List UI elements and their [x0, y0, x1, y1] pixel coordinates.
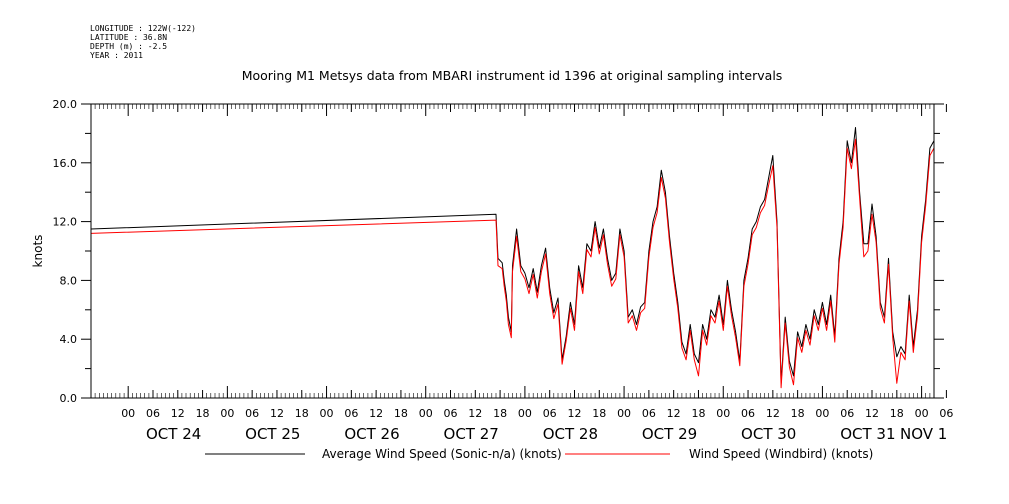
x-hour-label: 18: [592, 407, 606, 420]
x-hour-label: 06: [939, 407, 953, 420]
x-hour-label: 12: [667, 407, 681, 420]
x-hour-label: 12: [468, 407, 482, 420]
year-label: YEAR : 2011: [90, 51, 143, 60]
latitude-label: LATITUDE : 36.8N: [90, 33, 167, 42]
series-average-wind-speed: [90, 127, 935, 384]
longitude-label: LONGITUDE : 122W(-122): [90, 24, 196, 33]
x-hour-label: 18: [394, 407, 408, 420]
x-hour-label: 00: [716, 407, 730, 420]
x-day-label: OCT 25: [245, 425, 300, 443]
x-hour-label: 00: [815, 407, 829, 420]
x-hour-label: 12: [171, 407, 185, 420]
x-hour-label: 00: [915, 407, 929, 420]
x-day-label: OCT 28: [543, 425, 598, 443]
x-hour-label: 06: [146, 407, 160, 420]
x-hour-label: 12: [567, 407, 581, 420]
y-tick-label: 16.0: [53, 157, 78, 170]
x-hour-label: 18: [295, 407, 309, 420]
series-windbird-wind-speed: [90, 138, 935, 389]
legend-label-windbird: Wind Speed (Windbird) (knots): [689, 447, 873, 461]
x-axis: 00 06 12 18 00 06 12 18 00 06 12 18 00 06 12 18 00 06 12 18…: [121, 104, 953, 443]
x-hour-label: 00: [419, 407, 433, 420]
y-tick-label: 4.0: [60, 333, 78, 346]
x-day-label: OCT 30: [741, 425, 796, 443]
y-tick-label: 0.0: [60, 392, 78, 405]
x-hour-label: 00: [518, 407, 532, 420]
x-hour-label: 06: [840, 407, 854, 420]
chart-title: Mooring M1 Metsys data from MBARI instru…: [242, 68, 783, 83]
series-lines: [90, 127, 935, 389]
hour-minor-ticks: [90, 104, 935, 398]
y-tick-label: 20.0: [53, 98, 78, 111]
minor-ticks: [90, 104, 935, 398]
x-hour-label: 18: [890, 407, 904, 420]
x-hour-label: 06: [543, 407, 557, 420]
depth-label: DEPTH (m) : -2.5: [90, 42, 167, 51]
x-hour-label: 06: [444, 407, 458, 420]
x-hour-label: 12: [369, 407, 383, 420]
x-hour-label: 18: [493, 407, 507, 420]
y-tick-label: 12.0: [53, 216, 78, 229]
x-hour-label: 00: [617, 407, 631, 420]
x-hour-label: 00: [220, 407, 234, 420]
y-axis: 0.0 4.0 8.0 12.0 16.0 20.0: [53, 98, 944, 405]
x-hour-label: 12: [766, 407, 780, 420]
x-day-label: OCT 29: [642, 425, 697, 443]
legend-label-average: Average Wind Speed (Sonic-n/a) (knots): [322, 447, 562, 461]
x-day-label: OCT 27: [444, 425, 499, 443]
x-hour-label: 06: [741, 407, 755, 420]
x-hour-label: 00: [121, 407, 135, 420]
y-axis-label: knots: [31, 235, 45, 268]
x-hour-label: 12: [865, 407, 879, 420]
metadata-block: LONGITUDE : 122W(-122) LATITUDE : 36.8N …: [90, 24, 196, 60]
x-hour-label: 18: [196, 407, 210, 420]
x-hour-label: 06: [344, 407, 358, 420]
x-hour-label: 06: [642, 407, 656, 420]
x-day-label: OCT 24: [146, 425, 201, 443]
x-hour-label: 18: [691, 407, 705, 420]
x-hour-label: 18: [791, 407, 805, 420]
x-hour-label: 00: [320, 407, 334, 420]
y-tick-label: 8.0: [60, 274, 78, 287]
plot-frame: [90, 103, 935, 399]
x-hour-label: 12: [270, 407, 284, 420]
legend: Average Wind Speed (Sonic-n/a) (knots) W…: [205, 447, 873, 461]
x-day-label: OCT 26: [344, 425, 399, 443]
x-day-label: OCT 31: [840, 425, 895, 443]
x-day-label: NOV 1: [900, 425, 947, 443]
x-hour-label: 06: [245, 407, 259, 420]
